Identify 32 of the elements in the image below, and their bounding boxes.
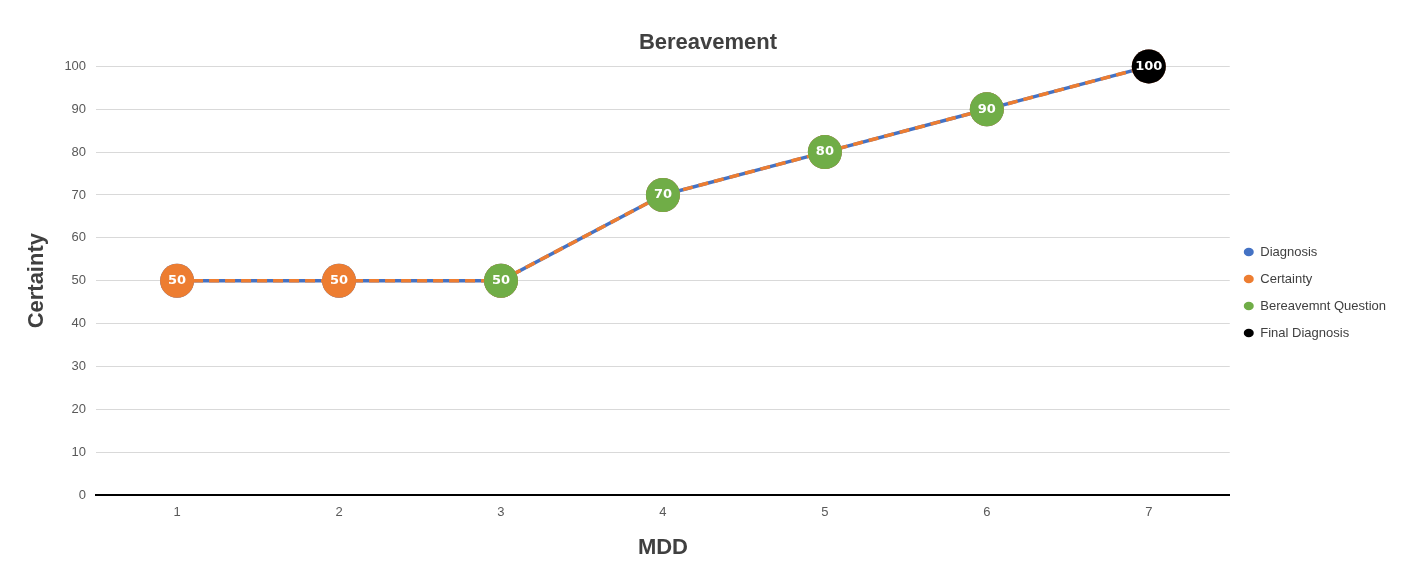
data-label: 80 xyxy=(815,143,834,159)
x-axis-title: MDD xyxy=(637,533,688,559)
chart-title: Bereavement xyxy=(638,29,778,55)
data-label: 70 xyxy=(653,186,672,202)
y-axis-title: Certainty xyxy=(23,232,49,329)
y-tick-label: 0 xyxy=(78,486,87,502)
y-tick-label: 60 xyxy=(71,229,87,245)
y-tick-label: 90 xyxy=(71,100,87,116)
x-tick-label: 5 xyxy=(821,504,829,520)
y-tick-label: 80 xyxy=(71,143,87,159)
legend-label: Diagnosis xyxy=(1260,243,1318,259)
x-tick-label: 7 xyxy=(1145,504,1153,520)
data-label: 50 xyxy=(168,272,187,288)
y-tick-label: 70 xyxy=(71,186,87,202)
legend-label: Certainty xyxy=(1260,270,1313,286)
y-tick-label: 50 xyxy=(71,272,87,288)
y-tick-label: 20 xyxy=(71,400,87,416)
y-tick-label: 40 xyxy=(71,315,87,331)
x-tick-label: 2 xyxy=(335,504,343,520)
y-tick-label: 10 xyxy=(71,443,87,459)
x-tick-label: 3 xyxy=(497,504,505,520)
x-tick-label: 6 xyxy=(983,504,991,520)
data-label: 100 xyxy=(1135,57,1163,73)
x-tick-label: 4 xyxy=(659,504,667,520)
y-tick-label: 100 xyxy=(64,57,87,73)
legend-label: Bereavemnt Question xyxy=(1260,297,1386,313)
data-label: 50 xyxy=(329,272,349,288)
data-label: 90 xyxy=(977,100,996,116)
legend-label: Final Diagnosis xyxy=(1260,324,1350,340)
x-tick-label: 1 xyxy=(173,504,181,520)
data-label: 50 xyxy=(491,272,511,288)
y-tick-label: 30 xyxy=(71,358,87,373)
